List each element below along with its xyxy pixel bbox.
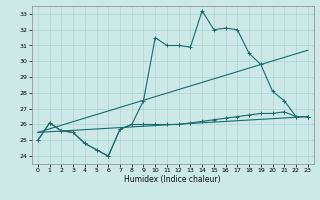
X-axis label: Humidex (Indice chaleur): Humidex (Indice chaleur): [124, 175, 221, 184]
